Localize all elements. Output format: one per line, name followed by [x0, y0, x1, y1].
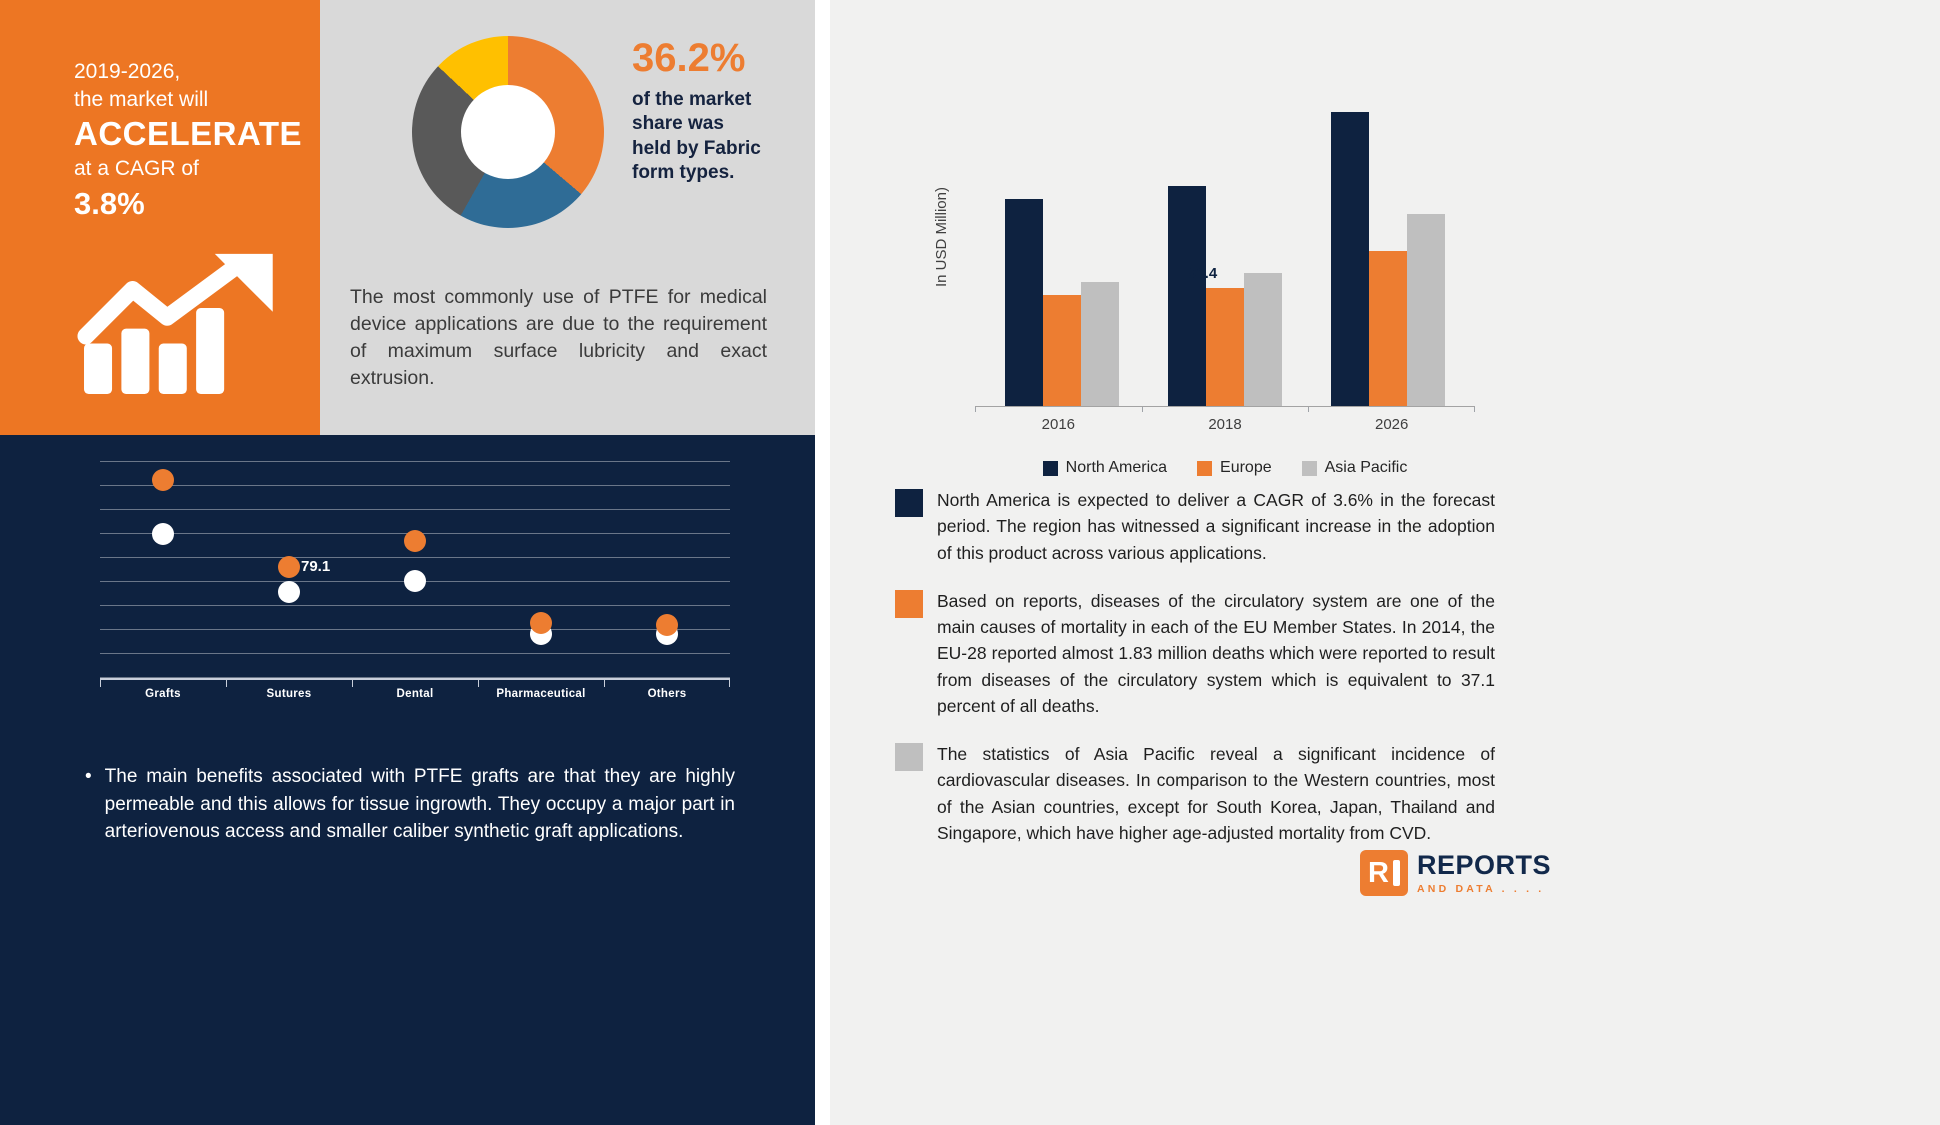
bar-north-america-2018 [1168, 185, 1206, 406]
dot-orange-grafts [152, 469, 174, 492]
dot-plot-chart: 79.1 Grafts Sutures Dental Pharmaceutical Ot… [100, 461, 730, 700]
logo-tagline: AND DATA . . . . [1417, 882, 1545, 895]
legend-swatch-europe [1197, 460, 1213, 476]
regional-panel: In USD Million) 91.4 2016 2018 2026 North … [830, 0, 1940, 1125]
growth-arrow-icon [77, 254, 273, 395]
dot-axis-category-others: Others [604, 680, 730, 700]
donut-stat-block: 36.2% of the market share was held by Fa… [632, 36, 766, 185]
bar-chart-legend: North America Europe Asia Pacific [975, 459, 1475, 477]
regional-bullet-2: Based on reports, diseases of the circul… [895, 588, 1495, 719]
donut-row: 36.2% of the market share was held by Fa… [320, 0, 815, 228]
legend-label: Europe [1220, 459, 1272, 476]
bar-axis-category-2016: 2016 [975, 407, 1142, 433]
donut-panel: 36.2% of the market share was held by Fa… [320, 0, 815, 435]
dot-white-sutures [278, 580, 300, 603]
ptfe-usage-paragraph: The most commonly use of PTFE for medica… [350, 286, 767, 389]
dot-axis-category-grafts: Grafts [100, 680, 226, 700]
donut-chart [412, 36, 604, 228]
bar-europe-2018: 91.4 [1188, 265, 1244, 406]
cagr-value: 3.8% [74, 186, 145, 222]
dot-plot-area: 79.1 [100, 461, 730, 678]
legend-label: North America [1065, 459, 1168, 476]
accelerate-text: ACCELERATE [74, 115, 303, 153]
regional-bullets: North America is expected to deliver a C… [895, 487, 1495, 868]
bullet-square-2 [895, 589, 923, 618]
regional-bar-chart: In USD Million) 91.4 2016 2018 2026 North … [933, 95, 1475, 477]
bar-north-america-2016 [1005, 198, 1043, 406]
regional-bullet-text-1: North America is expected to deliver a C… [937, 490, 1495, 563]
cagr-panel-line3: at a CAGR of [74, 156, 199, 180]
cagr-panel-line2: the market will [74, 87, 209, 111]
dot-plot-data-label: 79.1 [301, 557, 331, 575]
dot-axis-category-sutures: Sutures [226, 680, 352, 700]
bar-data-label: 91.4 [1188, 264, 1218, 282]
grafts-bullet-text: The main benefits associated with PTFE g… [104, 766, 735, 843]
dot-white-grafts [152, 523, 174, 546]
bullet-square-3 [895, 743, 923, 771]
dot-orange-pharmaceutical [530, 612, 552, 634]
grafts-bullet: • The main benefits associated with PTFE… [85, 763, 735, 846]
bar-europe-2016 [1043, 294, 1081, 406]
legend-swatch-north-america [1042, 460, 1058, 476]
regional-bullet-3: The statistics of Asia Pacific reveal a … [895, 741, 1495, 846]
logo-letter: R [1368, 856, 1389, 889]
dot-axis-category-dental: Dental [352, 680, 478, 700]
stat-description: of the market share was held by Fabric f… [632, 89, 761, 183]
dot-white-dental [404, 569, 426, 592]
dot-orange-others [656, 614, 678, 637]
logo-bar [1392, 860, 1400, 886]
regional-bullet-1: North America is expected to deliver a C… [895, 487, 1495, 566]
bar-group-2018: 91.4 [1168, 95, 1282, 406]
dot-plot-panel: 79.1 Grafts Sutures Dental Pharmaceutical Ot… [0, 435, 815, 1125]
logo-name: REPORTS [1417, 849, 1552, 880]
dot-axis-category-pharmaceutical: Pharmaceutical [478, 680, 604, 700]
bar-group-2016 [1005, 95, 1119, 406]
bar-chart-y-axis-label: In USD Million) [933, 187, 950, 288]
regional-bullet-text-2: Based on reports, diseases of the circul… [937, 590, 1495, 716]
left-column: 2019-2026, the market will ACCELERATE at… [0, 0, 815, 1125]
legend-item-europe: Europe [1197, 459, 1272, 477]
legend-item-north-america: North America [1042, 459, 1168, 477]
bar-group-2026 [1331, 95, 1445, 406]
stat-number: 36.2% [632, 36, 746, 80]
legend-swatch-asia-pacific [1301, 460, 1317, 476]
bar-asia-pacific-2018 [1244, 272, 1282, 406]
bar-asia-pacific-2016 [1081, 281, 1119, 406]
reports-and-data-logo: R REPORTS AND DATA . . . . [1360, 850, 1551, 896]
dot-orange-dental [404, 529, 426, 552]
bullet-dot-icon: • [85, 766, 92, 787]
legend-label: Asia Pacific [1324, 459, 1408, 476]
cagr-panel-line1: 2019-2026, [74, 60, 181, 83]
bar-europe-2026 [1369, 250, 1407, 406]
bar-north-america-2026 [1331, 111, 1369, 406]
logo-mark-icon: R [1360, 850, 1408, 896]
bar-axis-category-2026: 2026 [1308, 407, 1475, 433]
regional-bullet-text-3: The statistics of Asia Pacific reveal a … [937, 744, 1495, 843]
logo-text: REPORTS AND DATA . . . . [1417, 849, 1552, 895]
dot-plot-x-axis: Grafts Sutures Dental Pharmaceutical Others [100, 678, 730, 700]
bar-asia-pacific-2026 [1407, 214, 1445, 406]
dot-orange-sutures [278, 555, 300, 578]
bar-chart-x-axis: 2016 2018 2026 [975, 407, 1475, 433]
cagr-panel: 2019-2026, the market will ACCELERATE at… [0, 0, 320, 435]
bar-axis-category-2018: 2018 [1141, 407, 1309, 433]
bullet-square-1 [895, 489, 923, 517]
bar-plot-area: 91.4 [975, 95, 1475, 407]
legend-item-asia-pacific: Asia Pacific [1301, 459, 1408, 477]
top-row: 2019-2026, the market will ACCELERATE at… [0, 0, 815, 435]
